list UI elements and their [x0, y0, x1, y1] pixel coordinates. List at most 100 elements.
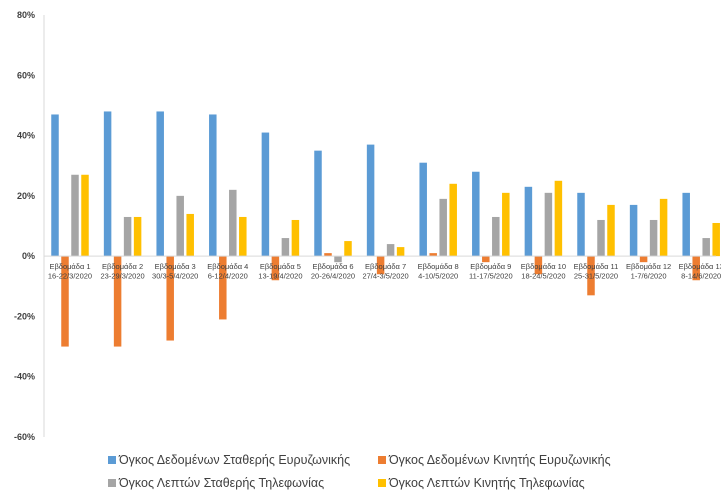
bar [554, 180, 563, 257]
bar [176, 195, 184, 257]
category-label-line: Εβδομάδα 7 [365, 262, 406, 271]
bar [682, 192, 690, 257]
bar [291, 219, 300, 257]
legend: Όγκος Δεδομένων Σταθερής Ευρυζωνικής Όγκο… [108, 453, 611, 490]
category-label: Εβδομάδα 3 30/3-5/4/2020 [152, 262, 198, 281]
bar [229, 189, 237, 257]
legend-label: Όγκος Δεδομένων Κινητής Ευρυζωνικής [388, 453, 611, 467]
bar [209, 114, 217, 257]
category-label-line: 27/4-3/5/2020 [362, 272, 408, 281]
y-tick-label: -60% [14, 432, 35, 442]
category-label-line: 30/3-5/4/2020 [152, 272, 198, 281]
y-tick-label: 40% [17, 131, 35, 141]
bar [439, 198, 447, 257]
category-label: Εβδομάδα 7 27/4-3/5/2020 [362, 262, 408, 281]
bar [61, 256, 69, 347]
bar [219, 256, 227, 320]
category-label-line: 4-10/5/2020 [418, 272, 458, 281]
bar [492, 216, 500, 257]
category-label-line: Εβδομάδα 3 [155, 262, 196, 271]
category-label: Εβδομάδα 13 8-14/6/2020 [679, 262, 721, 281]
legend-label: Όγκος Δεδομένων Σταθερής Ευρυζωνικής [118, 453, 350, 467]
bar [692, 256, 700, 281]
y-tick-label: -40% [14, 372, 35, 382]
category-label-line: 25-31/5/2020 [574, 272, 618, 281]
category-label-line: 8-14/6/2020 [681, 272, 721, 281]
category-label-line: Εβδομάδα 1 [49, 262, 90, 271]
bar [702, 238, 710, 257]
bar [544, 192, 553, 257]
legend-swatch [378, 456, 386, 464]
category-label-line: 6-12/4/2020 [208, 272, 248, 281]
category-label-line: Εβδομάδα 6 [312, 262, 353, 271]
category-label-line: Εβδομάδα 10 [521, 262, 566, 271]
y-tick-label: 20% [17, 191, 35, 201]
bar [429, 253, 437, 257]
y-tick-label: 0% [22, 251, 35, 261]
category-label: Εβδομάδα 5 13-19/4/2020 [258, 262, 302, 281]
bar [449, 183, 457, 257]
bar [649, 219, 658, 257]
bar [482, 256, 490, 263]
y-tick-label: 80% [17, 10, 35, 20]
category-label-line: Εβδομάδα 13 [679, 262, 721, 271]
bar [577, 192, 585, 257]
category-label-line: Εβδομάδα 12 [626, 262, 671, 271]
category-label: Εβδομάδα 10 18-24/5/2020 [521, 262, 566, 281]
bar [123, 216, 132, 257]
category-label: Εβδομάδα 4 6-12/4/2020 [207, 262, 248, 281]
bar [502, 192, 510, 257]
bar [419, 162, 427, 257]
bars [51, 111, 720, 347]
category-label: Εβδομάδα 2 23-29/3/2020 [100, 262, 144, 281]
category-label-line: Εβδομάδα 5 [260, 262, 301, 271]
category-label-line: Εβδομάδα 11 [574, 262, 619, 271]
category-label-line: 1-7/6/2020 [631, 272, 667, 281]
category-label-line: 13-19/4/2020 [258, 272, 302, 281]
bar [71, 174, 79, 257]
bar [639, 256, 648, 263]
y-tick-label: -20% [14, 311, 35, 321]
category-label: Εβδομάδα 9 11-17/5/2020 [469, 262, 513, 281]
legend-label: Όγκος Λεπτών Κινητής Τηλεφωνίας [388, 476, 585, 490]
bar [81, 174, 89, 257]
bar [314, 150, 322, 257]
bar [334, 256, 342, 263]
category-label: Εβδομάδα 12 1-7/6/2020 [626, 262, 671, 281]
bar [386, 244, 395, 257]
category-label-line: Εβδομάδα 8 [418, 262, 459, 271]
bar [133, 216, 142, 257]
category-label: Εβδομάδα 11 25-31/5/2020 [574, 262, 619, 281]
category-label-line: Εβδομάδα 9 [470, 262, 511, 271]
category-label-line: 20-26/4/2020 [311, 272, 355, 281]
category-label-line: 16-22/3/2020 [48, 272, 92, 281]
category-label-line: 11-17/5/2020 [469, 272, 513, 281]
bar [103, 111, 112, 257]
bar [366, 144, 375, 257]
category-label: Εβδομάδα 8 4-10/5/2020 [418, 262, 459, 281]
bar [712, 222, 720, 257]
bar [51, 114, 59, 257]
bar [376, 256, 385, 275]
category-label-line: Εβδομάδα 4 [207, 262, 248, 271]
bar [659, 198, 668, 257]
y-tick-label: 60% [17, 70, 35, 80]
legend-swatch [108, 479, 116, 487]
category-labels: Εβδομάδα 1 16-22/3/2020 Εβδομάδα 2 23-29/3/… [48, 262, 721, 281]
bar [344, 241, 352, 257]
category-label: Εβδομάδα 6 20-26/4/2020 [311, 262, 355, 281]
bar [239, 216, 247, 257]
legend-swatch [108, 456, 116, 464]
bar [524, 186, 533, 257]
bar [156, 111, 164, 257]
category-label: Εβδομάδα 1 16-22/3/2020 [48, 262, 92, 281]
bar [472, 171, 480, 257]
bar [629, 204, 638, 257]
bar [607, 204, 615, 257]
bar [166, 256, 174, 341]
legend-swatch [378, 479, 386, 487]
bar [587, 256, 595, 296]
category-label-line: 18-24/5/2020 [521, 272, 565, 281]
category-label-line: 23-29/3/2020 [100, 272, 144, 281]
